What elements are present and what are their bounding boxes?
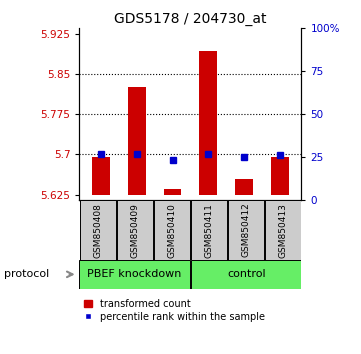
- Bar: [265, 200, 301, 260]
- Bar: [154, 200, 190, 260]
- Text: GSM850410: GSM850410: [168, 202, 177, 258]
- Bar: [80, 200, 116, 260]
- Bar: [271, 157, 289, 195]
- Text: GSM850408: GSM850408: [93, 202, 103, 258]
- Bar: [191, 200, 227, 260]
- Text: PBEF knockdown: PBEF knockdown: [87, 269, 182, 279]
- Bar: [92, 157, 110, 195]
- Text: GSM850411: GSM850411: [204, 202, 213, 258]
- Bar: [117, 200, 153, 260]
- Bar: [79, 260, 190, 289]
- Legend: transformed count, percentile rank within the sample: transformed count, percentile rank withi…: [84, 299, 265, 321]
- Text: control: control: [227, 269, 266, 279]
- Text: GSM850412: GSM850412: [242, 203, 251, 257]
- Text: GSM850409: GSM850409: [130, 202, 139, 258]
- Text: GSM850413: GSM850413: [278, 202, 287, 258]
- Bar: [191, 260, 301, 289]
- Bar: [128, 87, 146, 195]
- Bar: [199, 51, 217, 195]
- Text: protocol: protocol: [4, 269, 49, 279]
- Bar: [228, 200, 264, 260]
- Bar: [235, 178, 253, 195]
- Title: GDS5178 / 204730_at: GDS5178 / 204730_at: [114, 12, 267, 26]
- Bar: [164, 189, 182, 195]
